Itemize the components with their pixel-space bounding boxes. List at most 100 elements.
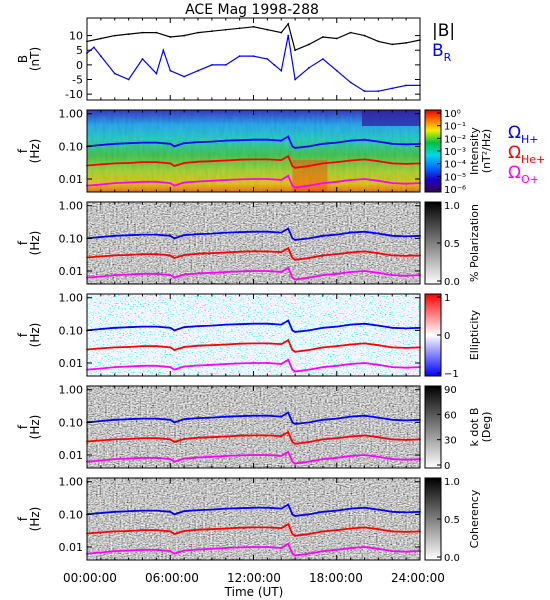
data-point — [100, 55, 102, 57]
data-point — [308, 237, 310, 240]
colorbar-label: (Deg) — [480, 412, 493, 443]
data-point — [391, 234, 394, 237]
data-point — [100, 347, 102, 350]
data-point — [363, 526, 366, 529]
data-point — [238, 250, 241, 253]
data-point — [224, 415, 227, 418]
data-point — [238, 526, 241, 529]
data-point — [280, 507, 283, 510]
data-point — [127, 33, 130, 35]
data-point — [294, 278, 296, 281]
data-point — [335, 529, 338, 531]
data-point — [377, 528, 380, 531]
data-point — [211, 324, 213, 327]
colorbar-tick-label: 10⁻² — [444, 134, 466, 145]
data-point — [266, 362, 269, 364]
data-point — [287, 247, 290, 250]
data-point — [252, 270, 255, 272]
data-point — [173, 421, 176, 424]
data-point — [405, 143, 407, 146]
data-point — [183, 234, 186, 237]
data-point — [252, 138, 255, 141]
data-point — [238, 434, 241, 437]
y-tick-label: 0 — [76, 59, 83, 72]
data-point — [183, 142, 186, 145]
data-point — [322, 550, 324, 552]
colorbar-tick-label: 10⁻⁵ — [444, 172, 466, 183]
data-point — [287, 503, 290, 506]
figure-title: ACE Mag 1998-288 — [185, 2, 319, 18]
data-point — [349, 179, 352, 181]
data-point — [127, 346, 130, 348]
data-point — [100, 531, 102, 534]
data-point — [169, 36, 172, 38]
data-point — [308, 421, 310, 424]
data-point — [127, 78, 130, 81]
data-point — [294, 423, 296, 425]
data-point — [266, 178, 269, 180]
series-line-0 — [86, 22, 421, 52]
panel-3: 1.00 0.10 0.01 f(Hz) 1 0 −1 Ellipticity — [16, 292, 481, 380]
data-point — [141, 141, 144, 144]
data-point — [291, 552, 294, 555]
data-point — [141, 272, 144, 275]
data-point — [155, 325, 158, 328]
data-point — [197, 69, 199, 72]
colorbar-tick-label: 30 — [444, 436, 457, 447]
data-point — [291, 441, 294, 443]
series-line-1 — [86, 522, 421, 537]
data-point — [141, 233, 144, 236]
data-point — [183, 254, 186, 256]
x-axis-labels: 00:00:00 06:00:00 12:00:00 18:00:00 24:0… — [63, 571, 445, 599]
data-point — [173, 349, 176, 351]
data-point — [280, 547, 283, 549]
data-point — [252, 414, 255, 417]
colorbar: 1 0 −1 Ellipticity — [424, 293, 481, 380]
data-point — [127, 142, 130, 145]
data-point — [391, 87, 394, 90]
data-point — [197, 528, 199, 531]
data-point — [280, 179, 283, 181]
data-point — [224, 64, 227, 66]
data-point — [405, 531, 407, 533]
data-point — [224, 139, 227, 142]
y-tick-label: 0.01 — [59, 265, 84, 278]
data-point — [335, 345, 338, 347]
panel-2: 1.00 0.10 0.01 f(Hz) 1.0 0.5 0.0 % Polarization — [16, 200, 481, 288]
data-point — [238, 546, 241, 549]
colorbar-tick-label: 1.0 — [444, 477, 460, 488]
data-point — [322, 58, 324, 60]
data-point — [252, 526, 255, 529]
data-point — [155, 437, 158, 439]
colorbar-label: Coherency — [468, 489, 481, 548]
series-line-0 — [86, 319, 421, 333]
data-point — [155, 529, 158, 531]
data-point — [287, 319, 290, 322]
data-point — [294, 331, 296, 333]
data-point — [224, 343, 227, 346]
data-point — [294, 147, 296, 149]
data-point — [113, 326, 116, 329]
data-point — [238, 139, 241, 142]
colorbar: 90 60 30 0 k dot B (Deg) — [424, 385, 493, 472]
data-point — [252, 342, 255, 345]
series-line-0 — [86, 411, 421, 425]
data-point — [308, 329, 310, 332]
data-point — [197, 31, 199, 34]
data-point — [335, 272, 338, 275]
data-point — [349, 343, 352, 346]
colorbar-tick-label: 10⁰ — [444, 109, 461, 120]
series-line-2 — [86, 450, 421, 465]
data-point — [280, 343, 283, 345]
panel-1: 1.00 0.10 0.01 f(Hz) 10⁰ 10⁻¹10⁻² 10⁻³ 10⁻⁴10⁻⁵… — [16, 108, 545, 196]
panel-5: 1.00 0.10 0.01 f(Hz) 1.0 0.5 0.0 Coherency — [16, 476, 481, 564]
data-point — [113, 458, 116, 460]
data-point — [252, 178, 255, 180]
data-point — [113, 550, 116, 552]
data-point — [287, 542, 290, 545]
data-point — [169, 438, 172, 441]
data-point — [211, 547, 213, 550]
data-point — [377, 271, 380, 274]
data-point — [238, 270, 241, 273]
data-point — [141, 325, 144, 328]
